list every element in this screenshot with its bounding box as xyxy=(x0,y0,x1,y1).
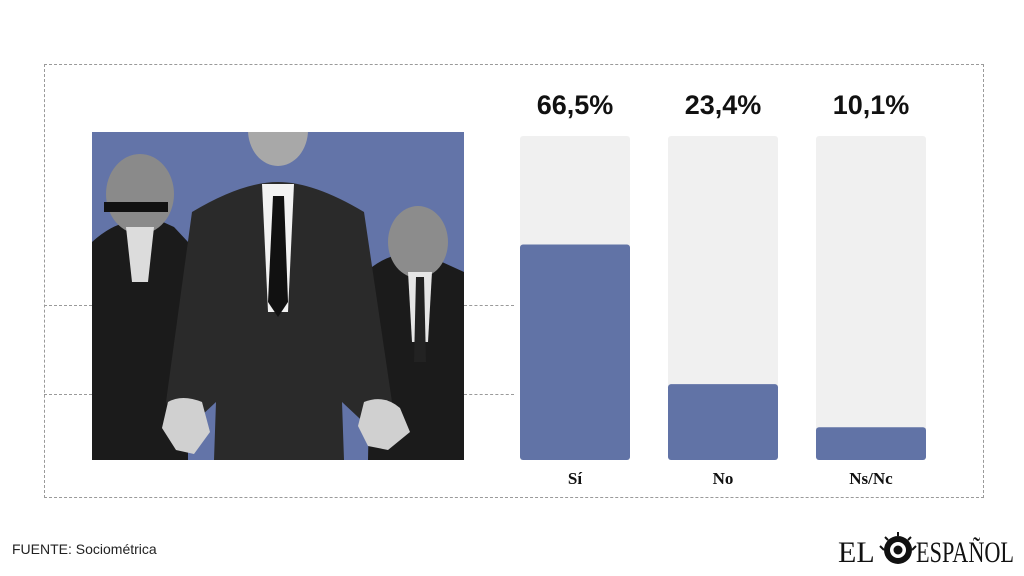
people-photo-icon xyxy=(92,132,464,460)
category-label: No xyxy=(713,469,734,488)
lion-icon xyxy=(879,532,917,564)
bar-track xyxy=(816,136,926,460)
value-label: 23,4% xyxy=(685,90,762,120)
el-espanol-logo: EL ESPAÑOL xyxy=(838,532,1014,569)
logo-text-left: EL xyxy=(838,536,875,569)
source-note: FUENTE: Sociométrica xyxy=(12,541,157,557)
category-label: Ns/Nc xyxy=(849,469,893,488)
logo-text-right: ESPAÑOL xyxy=(916,536,1014,569)
guide-line xyxy=(44,305,92,306)
bar-chart: 66,5% Sí 23,4% No 10,1% Ns/Nc xyxy=(520,90,926,488)
guide-line xyxy=(44,394,92,395)
guide-line xyxy=(464,394,514,395)
guide-line xyxy=(464,305,514,306)
value-label: 66,5% xyxy=(537,90,614,120)
chart-frame xyxy=(44,64,984,498)
bar xyxy=(520,244,630,460)
bar xyxy=(668,384,778,460)
value-label: 10,1% xyxy=(833,90,910,120)
bar-track xyxy=(668,136,778,460)
bar xyxy=(816,427,926,460)
category-label: Sí xyxy=(568,469,582,488)
